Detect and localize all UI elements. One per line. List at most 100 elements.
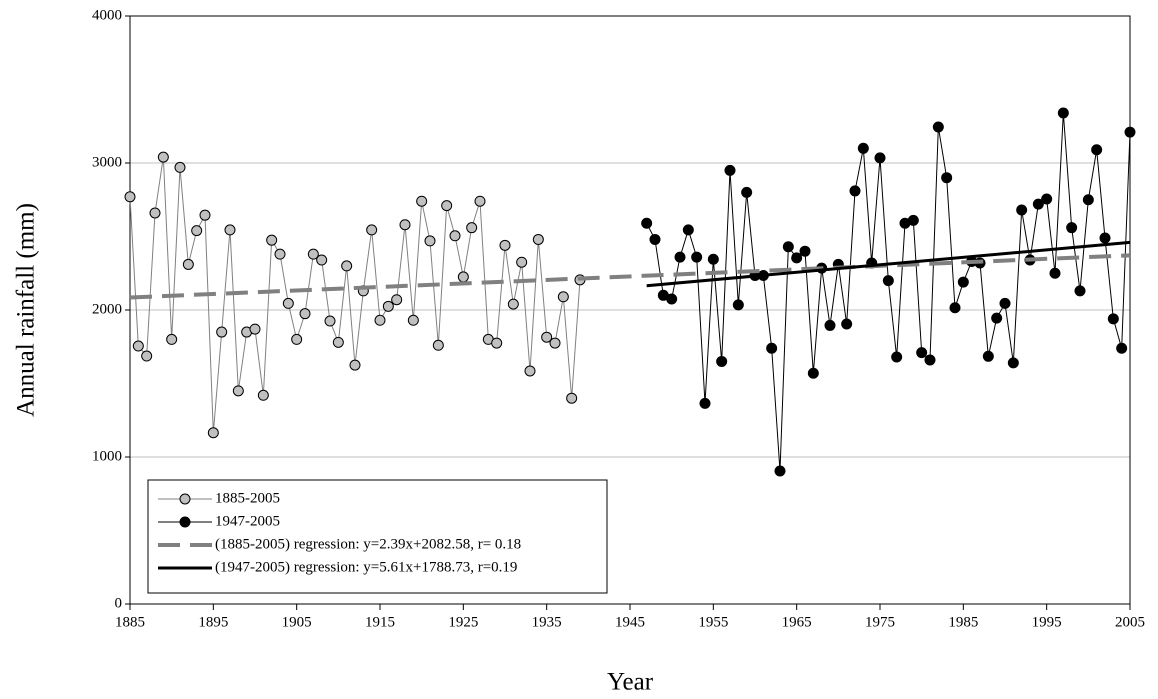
- data-point: [1041, 193, 1053, 205]
- data-point: [141, 350, 153, 362]
- data-point: [466, 222, 478, 234]
- data-point: [857, 142, 869, 154]
- data-point: [841, 318, 853, 330]
- x-axis-title: Year: [607, 669, 654, 696]
- data-point: [1107, 313, 1119, 325]
- data-point: [732, 299, 744, 311]
- data-point: [391, 294, 403, 306]
- data-point: [166, 333, 178, 345]
- data-point: [1091, 144, 1103, 156]
- data-point: [532, 233, 544, 245]
- data-point: [224, 224, 236, 236]
- data-point: [824, 319, 836, 331]
- data-point: [274, 248, 286, 260]
- x-tick-label: 2005: [1115, 614, 1145, 630]
- data-point: [174, 161, 186, 173]
- data-point: [991, 312, 1003, 324]
- y-axis-title: Annual rainfall (mm): [13, 203, 40, 417]
- data-point: [399, 219, 411, 231]
- y-tick-label: 4000: [92, 7, 122, 23]
- x-tick-label: 1935: [532, 614, 562, 630]
- legend-label: (1947-2005) regression: y=5.61x+1788.73,…: [215, 559, 517, 575]
- data-point: [982, 350, 994, 362]
- legend-marker: [179, 516, 191, 528]
- data-point: [124, 191, 136, 203]
- data-point: [132, 340, 144, 352]
- data-point: [666, 293, 678, 305]
- data-point: [257, 389, 269, 401]
- data-point: [916, 347, 928, 359]
- data-point: [641, 217, 653, 229]
- legend-label: 1885-2005: [215, 490, 280, 506]
- data-point: [349, 359, 361, 371]
- legend-label: (1885-2005) regression: y=2.39x+2082.58,…: [215, 536, 521, 552]
- data-point: [324, 315, 336, 327]
- data-point: [907, 214, 919, 226]
- data-point: [724, 164, 736, 176]
- data-point: [649, 233, 661, 245]
- data-point: [716, 355, 728, 367]
- data-point: [849, 185, 861, 197]
- data-point: [441, 200, 453, 212]
- data-point: [1032, 198, 1044, 210]
- data-point: [882, 275, 894, 287]
- data-point: [382, 300, 394, 312]
- data-point: [766, 342, 778, 354]
- data-point: [791, 252, 803, 264]
- data-point: [999, 297, 1011, 309]
- data-point: [266, 234, 278, 246]
- x-tick-label: 1965: [782, 614, 812, 630]
- data-point: [216, 326, 228, 338]
- data-point: [807, 367, 819, 379]
- data-point: [457, 271, 469, 283]
- data-point: [366, 224, 378, 236]
- data-point: [282, 297, 294, 309]
- data-point: [782, 241, 794, 253]
- data-point: [566, 392, 578, 404]
- data-point: [332, 336, 344, 348]
- data-point: [191, 225, 203, 237]
- data-point: [924, 354, 936, 366]
- x-tick-label: 1895: [198, 614, 228, 630]
- data-point: [541, 331, 553, 343]
- x-tick-label: 1945: [615, 614, 645, 630]
- y-tick-label: 3000: [92, 154, 122, 170]
- data-point: [691, 251, 703, 263]
- data-point: [1074, 285, 1086, 297]
- x-tick-label: 1995: [1032, 614, 1062, 630]
- data-point: [432, 339, 444, 351]
- legend-box: [147, 479, 608, 594]
- data-point: [499, 239, 511, 251]
- y-tick-label: 1000: [92, 448, 122, 464]
- x-tick-label: 1925: [448, 614, 478, 630]
- x-tick-label: 1885: [115, 614, 145, 630]
- data-point: [474, 195, 486, 207]
- data-point: [407, 314, 419, 326]
- x-tick-label: 1915: [365, 614, 395, 630]
- data-point: [424, 235, 436, 247]
- data-point: [549, 337, 561, 349]
- data-point: [1007, 357, 1019, 369]
- data-point: [516, 256, 528, 268]
- data-point: [1116, 342, 1128, 354]
- x-tick-label: 1905: [282, 614, 312, 630]
- data-point: [707, 253, 719, 265]
- data-point: [682, 224, 694, 236]
- series-line: [129, 253, 1131, 300]
- data-point: [291, 333, 303, 345]
- data-point: [149, 207, 161, 219]
- legend-marker: [179, 493, 191, 505]
- data-point: [1082, 194, 1094, 206]
- data-point: [449, 230, 461, 242]
- data-point: [374, 314, 386, 326]
- data-point: [741, 186, 753, 198]
- data-point: [491, 337, 503, 349]
- data-point: [957, 276, 969, 288]
- data-point: [941, 172, 953, 184]
- data-point: [774, 465, 786, 477]
- data-point: [699, 397, 711, 409]
- x-tick-label: 1985: [948, 614, 978, 630]
- x-tick-label: 1955: [698, 614, 728, 630]
- data-point: [416, 195, 428, 207]
